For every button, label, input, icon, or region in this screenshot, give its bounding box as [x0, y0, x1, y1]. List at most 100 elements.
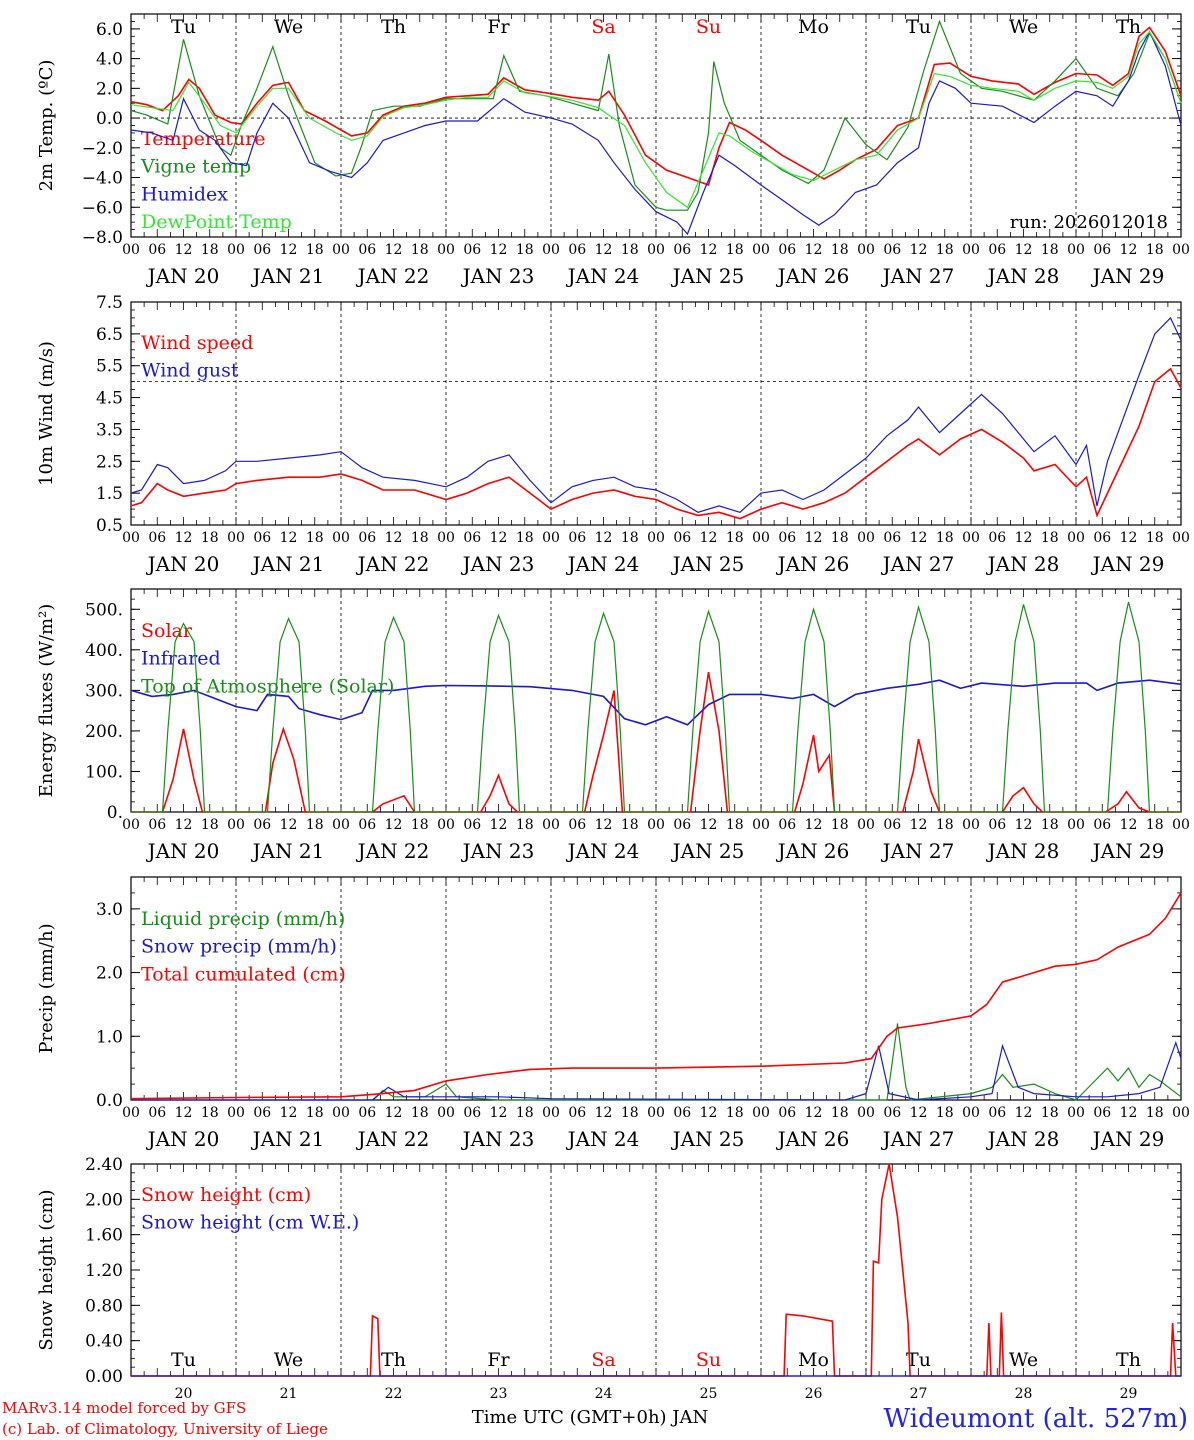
hour-label: 06 — [463, 817, 481, 833]
date-label: JAN 29 — [1091, 552, 1165, 576]
y-tick-label: 2.00 — [85, 1190, 123, 1210]
date-label: JAN 28 — [986, 264, 1060, 288]
hour-label: 06 — [883, 817, 901, 833]
date-label: JAN 25 — [671, 264, 745, 288]
plot-frame — [130, 301, 1182, 526]
hour-label: 12 — [595, 242, 613, 258]
hour-label: 00 — [1172, 530, 1190, 546]
date-label: JAN 28 — [986, 552, 1060, 576]
y-tick-label: 6.5 — [96, 325, 123, 345]
y-tick-label: −6.0 — [82, 198, 123, 218]
y-tick-label: 4.5 — [96, 389, 123, 409]
y-tick-label: 3.5 — [96, 420, 123, 440]
legend-entry: Vigne temp — [140, 156, 251, 178]
hour-label: 00 — [332, 530, 350, 546]
hour-label: 00 — [542, 242, 560, 258]
hour-label: 06 — [778, 242, 796, 258]
y-axis-title: 10m Wind (m/s) — [36, 341, 57, 486]
hour-label: 06 — [673, 817, 691, 833]
date-label: JAN 23 — [461, 839, 535, 863]
hour-label: 06 — [778, 1105, 796, 1121]
date-label: JAN 27 — [881, 264, 955, 288]
y-tick-label: 7.5 — [96, 293, 123, 313]
hour-label: 12 — [805, 530, 823, 546]
weekday-label: Th — [381, 1349, 406, 1371]
hour-label: 12 — [805, 817, 823, 833]
date-label: JAN 26 — [776, 264, 850, 288]
date-label: JAN 22 — [356, 839, 430, 863]
y-axis-title: Snow height (cm) — [36, 1189, 57, 1350]
y-tick-label: 1.5 — [96, 484, 123, 504]
hour-label: 18 — [1146, 242, 1164, 258]
hour-label: 18 — [306, 1105, 324, 1121]
legend-entry: Wind gust — [141, 360, 239, 382]
hour-label: 00 — [1172, 242, 1190, 258]
temperature-panel: −8.0 −6.0 −4.0 −2.0 0.0 2.0 4.0 6.0 2m Temp. (ºC… — [36, 13, 1190, 288]
hour-label: 18 — [516, 242, 534, 258]
weekday-label: Mo — [798, 1349, 829, 1371]
hour-label: 00 — [122, 817, 140, 833]
legend-entry: Wind speed — [141, 332, 253, 354]
hour-label: 00 — [1172, 1105, 1190, 1121]
weekday-label: Sa — [591, 1349, 615, 1371]
hour-label: 18 — [411, 817, 429, 833]
hour-label: 06 — [1093, 817, 1111, 833]
series-line-snow-precip-mm-h — [131, 1040, 1182, 1101]
y-axis-title: 2m Temp. (ºC) — [36, 60, 57, 192]
day-number-label: 25 — [700, 1386, 718, 1402]
hour-label: 18 — [936, 530, 954, 546]
day-number-label: 26 — [805, 1386, 823, 1402]
y-tick-label: −8.0 — [82, 228, 123, 248]
hour-label: 00 — [437, 242, 455, 258]
weekday-label: Fr — [487, 1349, 510, 1371]
hour-label: 18 — [201, 530, 219, 546]
hour-label: 12 — [280, 817, 298, 833]
snow-height-panel: 0.00 0.40 0.80 1.20 1.60 2.00 2.40 Snow height … — [36, 1155, 1182, 1402]
hour-label: 00 — [752, 242, 770, 258]
hour-label: 06 — [988, 242, 1006, 258]
hour-label: 00 — [752, 817, 770, 833]
hour-label: 12 — [1120, 530, 1138, 546]
plot-frame — [130, 13, 1182, 238]
hour-label: 00 — [542, 817, 560, 833]
hour-label: 06 — [253, 817, 271, 833]
y-tick-label: 2.0 — [96, 964, 123, 984]
legend-entry: Snow height (cm W.E.) — [141, 1212, 359, 1234]
hour-label: 00 — [542, 530, 560, 546]
hour-label: 18 — [936, 817, 954, 833]
hour-label: 00 — [647, 530, 665, 546]
hour-label: 06 — [568, 242, 586, 258]
hour-label: 00 — [962, 242, 980, 258]
hour-label: 18 — [621, 242, 639, 258]
y-tick-label: 200. — [85, 722, 123, 742]
y-tick-label: 3.0 — [96, 900, 123, 920]
date-label: JAN 23 — [461, 1127, 535, 1151]
hour-label: 06 — [778, 817, 796, 833]
legend-entry: Top of Atmosphere (Solar) — [141, 675, 394, 697]
legend-entry: Total cumulated (cm) — [141, 963, 346, 985]
day-number-label: 23 — [490, 1386, 508, 1402]
weekday-label: Mo — [798, 16, 829, 38]
legend-entry: Solar — [141, 620, 193, 642]
series-line-temperature — [130, 26, 1182, 187]
hour-label: 18 — [621, 530, 639, 546]
hour-label: 00 — [962, 817, 980, 833]
hour-label: 12 — [175, 817, 193, 833]
plot-frame — [130, 588, 1182, 813]
day-number-label: 22 — [385, 1386, 403, 1402]
hour-label: 18 — [516, 1105, 534, 1121]
y-axis-title: Precip (mm/h) — [36, 923, 57, 1053]
date-label: JAN 21 — [251, 552, 325, 576]
hour-label: 06 — [253, 530, 271, 546]
series-line-total-cumulated-cm — [130, 892, 1182, 1100]
hour-label: 12 — [1120, 817, 1138, 833]
hour-label: 00 — [332, 1105, 350, 1121]
hour-label: 00 — [857, 242, 875, 258]
hour-label: 00 — [1172, 817, 1190, 833]
date-label: JAN 29 — [1091, 264, 1165, 288]
hour-label: 00 — [332, 817, 350, 833]
date-label: JAN 25 — [671, 552, 745, 576]
hour-label: 12 — [385, 817, 403, 833]
series-line-top-of-atmosphere-solar — [131, 601, 1181, 813]
hour-label: 18 — [726, 1105, 744, 1121]
